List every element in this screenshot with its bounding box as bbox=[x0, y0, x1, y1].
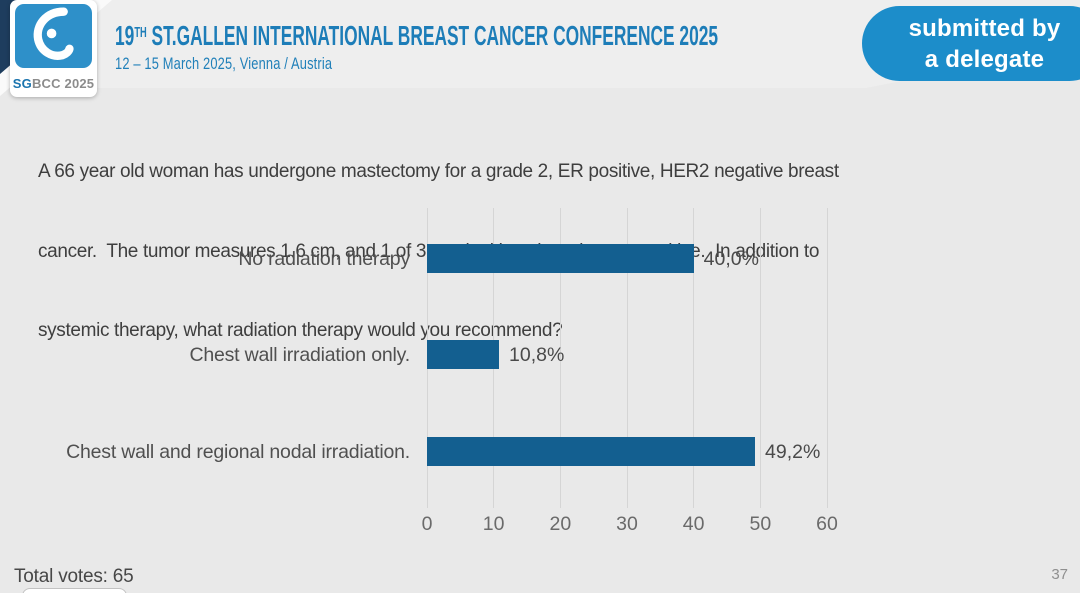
slide-page-number: 37 bbox=[1051, 566, 1068, 583]
bar bbox=[427, 437, 755, 466]
x-axis-tick-label: 20 bbox=[549, 513, 572, 535]
breast-glyph-icon bbox=[33, 7, 74, 60]
bar bbox=[427, 244, 694, 273]
gridline bbox=[559, 208, 561, 508]
gridline bbox=[759, 208, 761, 508]
gridline bbox=[693, 208, 695, 508]
bottom-left-box bbox=[22, 588, 127, 593]
x-axis-tick-label: 50 bbox=[749, 513, 772, 535]
title-text: ST.GALLEN INTERNATIONAL BREAST CANCER CO… bbox=[146, 20, 719, 51]
bar bbox=[427, 340, 499, 369]
sgbcc-logo-icon bbox=[15, 4, 92, 68]
value-label: 49,2% bbox=[765, 440, 821, 463]
x-axis-tick-label: 10 bbox=[482, 513, 505, 535]
x-axis-tick-label: 30 bbox=[616, 513, 638, 535]
gridline bbox=[626, 208, 628, 508]
question-line: systemic therapy, what radiation therapy… bbox=[38, 320, 563, 341]
total-votes-label: Total votes: 65 bbox=[14, 566, 134, 587]
title-number: 19 bbox=[115, 20, 135, 51]
sgbcc-logo: SGBCC 2025 bbox=[10, 0, 97, 97]
title-ordinal: TH bbox=[134, 24, 147, 41]
x-axis-tick-label: 60 bbox=[816, 513, 838, 535]
gridline bbox=[826, 208, 828, 508]
x-axis-tick-label: 40 bbox=[682, 513, 705, 535]
sgbcc-logo-text: SGBCC 2025 bbox=[10, 76, 97, 91]
badge-line2: a delegate bbox=[924, 45, 1045, 73]
logo-text-sg: SG bbox=[12, 76, 32, 91]
question-line: A 66 year old woman has undergone mastec… bbox=[38, 161, 839, 182]
value-label: 40,0% bbox=[703, 247, 759, 270]
conference-title-block: 19TH ST.GALLEN INTERNATIONAL BREAST CANC… bbox=[115, 20, 1080, 74]
x-axis-tick-label: 0 bbox=[421, 513, 433, 535]
value-label: 10,8% bbox=[509, 343, 565, 366]
conference-subtitle: 12 – 15 March 2025, Vienna / Austria bbox=[115, 55, 333, 73]
logo-text-rest: BCC 2025 bbox=[31, 76, 95, 91]
submitted-by-badge: submitted by a delegate bbox=[862, 6, 1080, 81]
category-label: Chest wall irradiation only. bbox=[189, 343, 410, 366]
badge-line1: submitted by bbox=[908, 14, 1061, 42]
conference-title: 19TH ST.GALLEN INTERNATIONAL BREAST CANC… bbox=[115, 20, 718, 52]
category-label: Chest wall and regional nodal irradiatio… bbox=[66, 440, 410, 463]
category-label: No radiation therapy bbox=[238, 247, 410, 270]
